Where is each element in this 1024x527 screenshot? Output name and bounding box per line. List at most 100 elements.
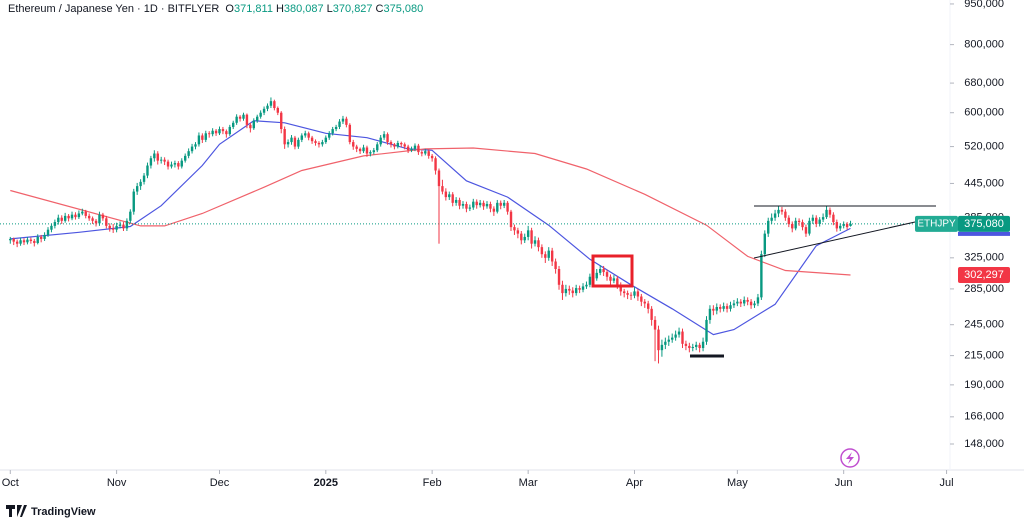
candle-body xyxy=(214,130,218,134)
candle-body xyxy=(358,148,362,152)
x-tick-label: Dec xyxy=(210,477,230,489)
candle-body xyxy=(602,269,605,273)
candle-body xyxy=(667,339,670,342)
candle-body xyxy=(328,133,331,138)
candle-body xyxy=(763,233,767,255)
logo[interactable]: TradingView xyxy=(6,505,96,518)
candle-body xyxy=(29,239,33,241)
candle-body xyxy=(468,207,472,209)
candle-body xyxy=(684,343,688,346)
candle-body xyxy=(588,276,592,285)
candle-body xyxy=(310,137,314,142)
y-tick-label: 148,000 xyxy=(964,438,1004,450)
candle-body xyxy=(94,220,98,224)
candle-body xyxy=(526,230,530,237)
ohlc-value: 370,827 xyxy=(332,3,373,15)
candle-body xyxy=(828,209,832,215)
y-tick-label: 190,000 xyxy=(964,379,1004,391)
symbol-label-bg xyxy=(915,215,958,232)
candle-body xyxy=(36,236,39,244)
candle-body xyxy=(568,288,571,291)
candle-body xyxy=(489,203,492,209)
x-tick-label: Nov xyxy=(107,477,127,489)
candle-body xyxy=(235,116,238,123)
candle-body xyxy=(135,186,139,192)
x-tick-label: Jul xyxy=(940,477,954,489)
candle-body xyxy=(478,202,482,206)
candle-body xyxy=(108,225,111,229)
candle-body xyxy=(98,214,101,224)
candle-body xyxy=(564,288,568,294)
candle-body xyxy=(451,194,454,203)
candle-body xyxy=(163,159,166,162)
candle-body xyxy=(225,131,228,135)
candle-body xyxy=(77,213,81,218)
ma-label: 302,297 xyxy=(964,269,1004,281)
x-tick-label: Oct xyxy=(2,477,19,489)
candle-body xyxy=(650,308,653,320)
candle-body xyxy=(386,134,389,143)
candle-body xyxy=(142,175,146,182)
candle-body xyxy=(345,118,348,125)
candle-body xyxy=(276,108,279,113)
candle-body xyxy=(845,223,849,228)
highlight-box xyxy=(591,254,634,288)
candle-body xyxy=(444,191,448,198)
candle-body xyxy=(115,225,118,230)
candle-body xyxy=(616,278,619,285)
candle-body xyxy=(153,153,156,159)
candle-body xyxy=(427,151,430,156)
candle-body xyxy=(701,341,705,349)
event-icon[interactable] xyxy=(840,448,860,468)
indicators xyxy=(0,120,950,336)
y-tick-label: 445,000 xyxy=(964,177,1004,189)
candle-body xyxy=(413,145,417,149)
y-tick-label: 520,000 xyxy=(964,140,1004,152)
ohlc: O371,811 H380,087 L370,827 C375,080 xyxy=(222,3,423,15)
candle-body xyxy=(472,201,475,208)
candle-body xyxy=(290,137,293,143)
ohlc-key: H xyxy=(275,3,284,15)
candle-body xyxy=(622,291,626,294)
candle-body xyxy=(262,108,266,113)
candle-body xyxy=(46,229,50,235)
candle-body xyxy=(50,225,53,230)
candle-body xyxy=(530,230,533,244)
candle-body xyxy=(221,129,225,132)
candle-body xyxy=(273,101,276,109)
candle-body xyxy=(674,334,677,338)
candle-body xyxy=(842,223,845,226)
candle-body xyxy=(122,224,125,229)
candle-body xyxy=(379,137,382,145)
candle-body xyxy=(259,112,262,117)
candle-body xyxy=(509,211,513,228)
candle-body xyxy=(547,250,550,258)
candle-body xyxy=(537,240,540,248)
price-labels: ETHJPY 375,080 302,297 xyxy=(915,215,1010,283)
candle-body xyxy=(640,296,643,302)
candle-body xyxy=(705,319,708,342)
candle-body xyxy=(598,269,602,273)
candle-body xyxy=(280,112,283,130)
candle-body xyxy=(571,290,574,294)
ma-label-bg xyxy=(958,266,1010,283)
candle-body xyxy=(105,218,108,226)
candle-body xyxy=(424,151,427,154)
candle-body xyxy=(118,224,122,226)
candle-body xyxy=(629,294,633,296)
candle-body xyxy=(238,116,242,119)
candle-body xyxy=(400,142,403,145)
candle-body xyxy=(317,142,321,145)
candle-body xyxy=(293,137,297,147)
candle-body xyxy=(63,215,67,221)
candle-body xyxy=(756,297,760,304)
candle-body xyxy=(376,144,379,151)
candle-body xyxy=(190,146,194,152)
candle-body xyxy=(660,344,664,351)
candle-body xyxy=(482,202,485,207)
candle-body xyxy=(818,219,821,224)
candle-body xyxy=(633,291,636,296)
candle-body xyxy=(801,222,804,228)
candle-body xyxy=(393,144,396,147)
